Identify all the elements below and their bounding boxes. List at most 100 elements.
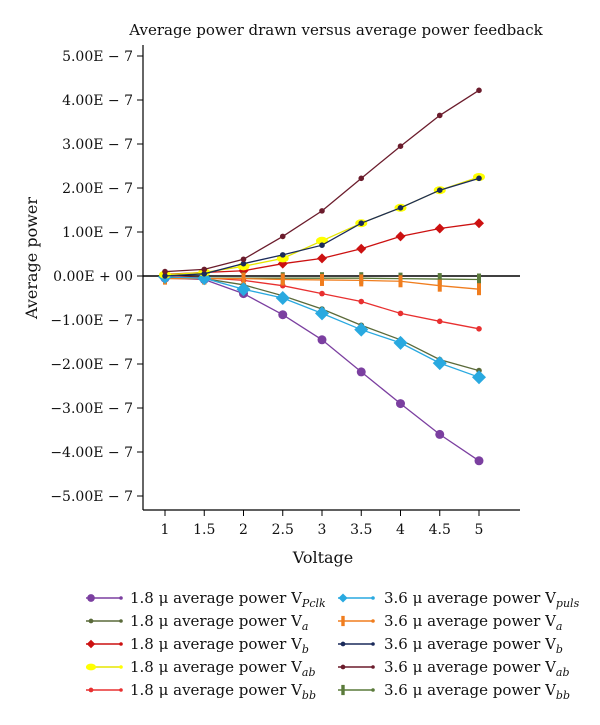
data-point [358, 298, 365, 305]
legend-label: 3.6 μ average power Vpuls [384, 589, 580, 610]
data-point [358, 220, 365, 226]
data-point [279, 252, 286, 258]
data-point [201, 266, 208, 273]
legend-item: 1.8 μ average power VPclk [86, 589, 326, 610]
legend-swatch-marker [88, 618, 94, 624]
data-point [278, 310, 288, 320]
legend-swatch-marker [87, 594, 95, 602]
legend-item: 1.8 μ average power Va [86, 612, 308, 633]
data-point [279, 233, 286, 240]
legend-swatch-marker [341, 684, 345, 696]
legend-swatch-marker [86, 639, 96, 649]
series-1 [162, 274, 482, 374]
data-point [472, 370, 486, 385]
data-point [320, 273, 324, 286]
data-point [358, 175, 365, 182]
y-ticks: 5.00E − 7 4.00E − 7 3.00E − 7 2.00E − 7 1.00… [50, 49, 143, 505]
legend-label-text: 3.6 μ average power V [384, 681, 557, 699]
legend-label: 3.6 μ average power Vb [384, 635, 563, 656]
series-0 [160, 273, 484, 466]
data-point [477, 283, 481, 296]
x-tick-label: 2.5 [272, 522, 294, 538]
data-point [393, 335, 408, 350]
legend-item: 1.8 μ average power Vb [86, 635, 309, 656]
data-point [432, 356, 447, 371]
legend-label: 1.8 μ average power Va [130, 612, 308, 633]
chart-title: Average power drawn versus average power… [128, 21, 543, 39]
legend-label-subscript: Pclk [301, 597, 326, 610]
data-point [201, 271, 208, 277]
data-point [434, 223, 445, 234]
y-tick-label: 1.00E − 7 [62, 225, 133, 241]
legend-swatch-end [371, 642, 375, 646]
data-point [236, 282, 251, 297]
y-tick-label: −3.00E − 7 [50, 401, 133, 417]
y-tick-label: 3.00E − 7 [62, 137, 133, 153]
legend-swatch-end [371, 619, 375, 623]
legend-swatch-marker [341, 615, 345, 627]
data-point [396, 399, 405, 409]
legend-item: 3.6 μ average power Va [338, 612, 562, 633]
y-tick-label: −2.00E − 7 [50, 357, 133, 373]
data-point [397, 143, 404, 149]
data-point [476, 175, 482, 182]
y-tick-label: 5.00E − 7 [62, 49, 133, 65]
data-point [436, 112, 443, 119]
y-tick-label: 2.00E − 7 [62, 181, 133, 197]
legend-label-text: 1.8 μ average power V [130, 635, 303, 653]
legend-label: 3.6 μ average power Va [384, 612, 562, 633]
legend-swatch-marker [340, 641, 346, 647]
x-tick-label: 3.5 [350, 522, 372, 538]
y-tick-label: 4.00E − 7 [62, 93, 133, 109]
legend-item: 3.6 μ average power Vbb [338, 681, 570, 702]
data-point [162, 268, 168, 275]
data-point [437, 279, 442, 292]
data-point [317, 253, 327, 264]
y-tick-label: −1.00E − 7 [50, 313, 133, 329]
legend-swatch-end [371, 665, 375, 669]
legend-item: 1.8 μ average power Vbb [86, 681, 316, 702]
data-point [397, 205, 404, 211]
x-tick-label: 4.5 [429, 522, 451, 538]
data-point [477, 273, 481, 286]
x-tick-label: 4 [396, 522, 405, 538]
data-point [436, 318, 443, 325]
legend-label-text: 1.8 μ average power V [130, 681, 303, 699]
data-point [240, 260, 247, 267]
legend-label-text: 3.6 μ average power V [384, 635, 557, 653]
data-point [280, 273, 285, 286]
data-point [397, 310, 404, 317]
data-point [319, 290, 325, 297]
data-point [275, 291, 290, 305]
legend-swatch-end [119, 688, 123, 692]
y-tick-label: −5.00E − 7 [50, 489, 133, 505]
data-point [315, 306, 329, 321]
legend-swatch-end [119, 665, 123, 669]
data-point [435, 429, 445, 439]
legend-label-text: 1.8 μ average power V [130, 612, 303, 630]
series-line [164, 222, 480, 275]
legend-label-subscript: bb [556, 689, 570, 702]
x-ticks: 1 1.5 2 2.5 3 3.5 4 4.5 5 [161, 510, 483, 538]
legend-item: 3.6 μ average power Vab [338, 658, 570, 679]
series-5 [158, 269, 486, 385]
data-point [474, 456, 484, 466]
legend-label-text: 1.8 μ average power V [130, 658, 303, 676]
data-point [317, 335, 327, 345]
legend-label: 3.6 μ average power Vab [384, 658, 570, 679]
data-point [395, 231, 406, 242]
legend-label-text: 3.6 μ average power V [384, 612, 557, 630]
legend-item: 3.6 μ average power Vb [338, 635, 563, 656]
legend-label-subscript: ab [302, 666, 316, 679]
series-layer [158, 87, 486, 466]
data-point [437, 273, 442, 286]
data-point [436, 187, 443, 193]
data-point [276, 254, 289, 263]
legend-swatch-end [119, 642, 123, 646]
legend-swatch-marker [338, 593, 348, 603]
legend-swatch-marker [88, 687, 94, 693]
data-point [354, 322, 369, 337]
legend-label-text: 1.8 μ average power V [130, 589, 303, 607]
